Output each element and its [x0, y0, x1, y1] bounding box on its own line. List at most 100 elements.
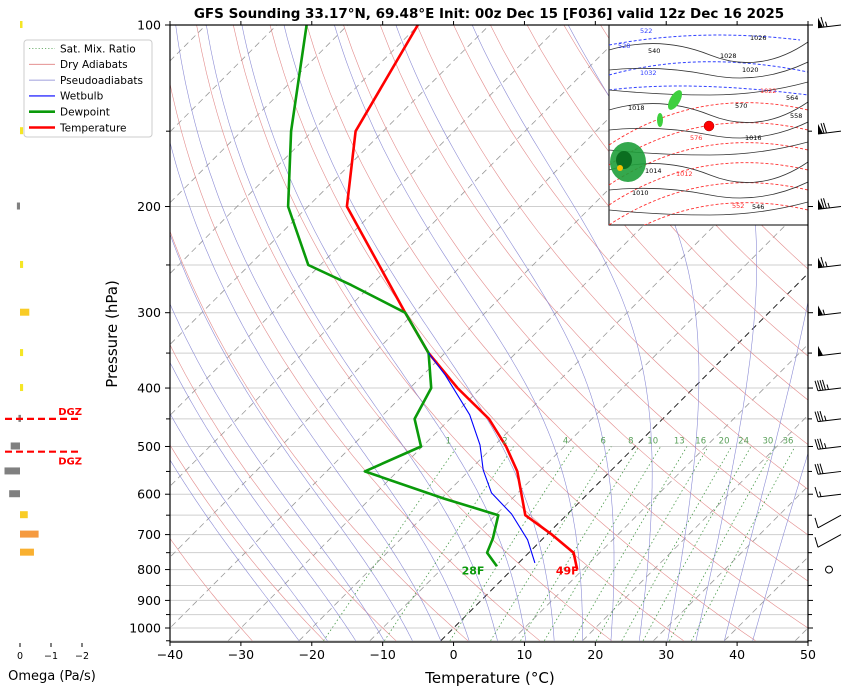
barb-flag — [818, 305, 823, 315]
y-tick-label: 100 — [137, 18, 161, 33]
map-contour-label: 546 — [752, 203, 764, 211]
mixing-ratio-line — [450, 447, 574, 641]
legend-label: Dry Adiabats — [60, 59, 128, 71]
wind-barb — [818, 257, 841, 268]
y-tick-label: 700 — [137, 527, 161, 542]
dry-adiabat — [821, 25, 850, 641]
x-tick-label: 50 — [800, 647, 816, 662]
dry-adiabat — [160, 25, 540, 641]
map-precip — [657, 113, 663, 127]
wind-barb — [815, 535, 841, 548]
map-contour-label: 552 — [732, 202, 744, 210]
pseudoadiabat — [242, 25, 526, 641]
omega-tick-label: 0 — [17, 651, 23, 662]
barb-half — [826, 262, 828, 267]
y-tick-label: 800 — [137, 562, 161, 577]
barb-staff — [818, 388, 841, 391]
map-contour-label: 540 — [648, 47, 660, 55]
barb-staff — [818, 419, 841, 422]
wind-barb — [818, 198, 841, 209]
legend-label: Temperature — [59, 122, 127, 134]
legend-label: Dewpoint — [60, 107, 110, 119]
wind-barb — [815, 487, 841, 497]
profile-temperature — [347, 25, 577, 570]
map-contour-label: 1018 — [628, 104, 645, 112]
mixing-ratio-label: 20 — [719, 436, 730, 446]
mixing-ratio-label: 16 — [695, 436, 706, 446]
mixing-ratio-line — [324, 447, 458, 641]
dgz-label: DGZ — [58, 407, 82, 418]
wind-barbs — [815, 17, 841, 573]
pseudoadiabat — [284, 25, 554, 641]
x-tick-label: 0 — [450, 647, 458, 662]
pseudoadiabat — [125, 25, 412, 641]
chart-title: GFS Sounding 33.17°N, 69.48°E Init: 00z … — [194, 6, 784, 22]
barb-half — [827, 385, 829, 390]
map-contour-label: 1014 — [645, 167, 662, 175]
mixing-ratio-label: 10 — [647, 436, 658, 446]
mixing-ratio-label: 13 — [674, 436, 685, 446]
barb-staff — [818, 535, 841, 548]
map-contour-label: 1020 — [742, 66, 759, 74]
map-precip — [617, 165, 623, 171]
barb-staff — [818, 494, 841, 497]
map-contour-label: 1010 — [632, 189, 649, 197]
barb-staff — [818, 515, 841, 528]
calm-circle — [826, 566, 833, 573]
map-contour-label: 1026 — [750, 34, 767, 42]
x-axis-label: Temperature (°C) — [424, 669, 554, 687]
wind-barb — [818, 346, 841, 356]
barb-half — [820, 492, 822, 497]
omega-bar — [9, 490, 20, 497]
pseudoadiabat — [396, 25, 614, 641]
y-tick-label: 400 — [137, 381, 161, 396]
barb-half — [826, 22, 828, 27]
barb-half — [825, 443, 827, 448]
wind-barb — [815, 515, 841, 528]
mixing-ratio-label: 4 — [563, 436, 568, 446]
wind-barb — [815, 380, 841, 391]
wind-barb — [815, 411, 841, 422]
omega-axis-label: Omega (Pa/s) — [8, 669, 96, 684]
mixing-ratio-line — [491, 447, 612, 641]
mixing-ratio-label: 2 — [502, 436, 507, 446]
x-tick-label: 10 — [516, 647, 532, 662]
wind-barb — [815, 464, 841, 475]
map-contour-label: 1028 — [720, 52, 737, 60]
y-axis-label: Pressure (hPa) — [103, 280, 121, 388]
x-tick-label: 30 — [658, 647, 674, 662]
y-tick-label: 1000 — [129, 621, 161, 636]
mixing-ratio-label: 8 — [628, 436, 633, 446]
omega-tick-label: −1 — [44, 651, 58, 662]
barb-half — [823, 310, 825, 315]
barb-full — [815, 487, 818, 497]
pseudoadiabat — [334, 25, 582, 641]
omega-bar — [20, 127, 23, 134]
mixing-ratio-label: 1 — [446, 436, 451, 446]
omega-bar — [17, 203, 20, 210]
station-marker — [704, 121, 714, 131]
omega-bar — [20, 261, 23, 268]
map-contour-label: 1016 — [745, 134, 762, 142]
barb-half — [828, 203, 830, 208]
omega-bar — [20, 549, 34, 556]
mixing-ratio-label: 6 — [600, 436, 605, 446]
map-contour-label: 528 — [618, 42, 630, 50]
map-contour-label: 1022 — [760, 87, 777, 95]
omega-tick-label: −2 — [75, 651, 89, 662]
y-tick-label: 300 — [137, 305, 161, 320]
omega-bar — [20, 384, 23, 391]
map-contour-label: 564 — [786, 94, 798, 102]
map-contour-label: 576 — [690, 134, 702, 142]
mixing-ratio-line — [643, 447, 751, 641]
mixing-ratio-line — [670, 447, 776, 641]
legend-label: Sat. Mix. Ratio — [60, 43, 136, 55]
profile-dewpoint — [288, 25, 498, 566]
legend-label: Wetbulb — [60, 91, 104, 103]
wind-barb — [826, 566, 833, 573]
omega-bar — [20, 21, 23, 28]
mixing-ratio-label: 36 — [783, 436, 794, 446]
mixing-ratio-line — [384, 447, 513, 641]
